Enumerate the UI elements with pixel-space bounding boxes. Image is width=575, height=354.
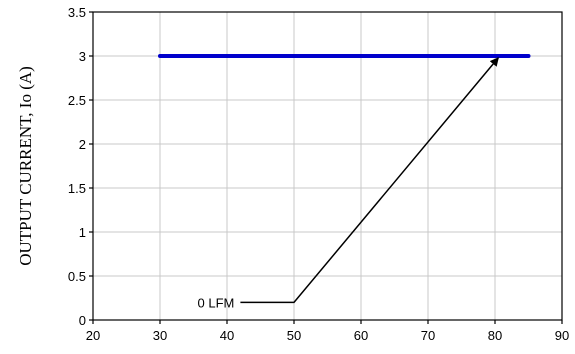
x-tick-label: 60 (354, 328, 368, 343)
x-tick-label: 50 (287, 328, 301, 343)
x-tick-label: 90 (555, 328, 569, 343)
annotation-arrow (240, 57, 499, 304)
y-tick-label: 2.5 (68, 93, 86, 108)
axis-layer: 20 30 40 50 60 70 80 90 0 0.5 1 1.5 2 2.5 3 3.5 (68, 5, 569, 343)
x-tick-label: 70 (421, 328, 435, 343)
x-tick-label: 20 (86, 328, 100, 343)
annotation-layer: 0 LFM (198, 57, 499, 310)
y-tick-label: 1.5 (68, 181, 86, 196)
x-tick-label: 80 (488, 328, 502, 343)
y-tick-label: 0.5 (68, 269, 86, 284)
y-tick-label: 3.5 (68, 5, 86, 20)
x-tick-label: 40 (220, 328, 234, 343)
y-axis-label: OUTPUT CURRENT, Io (A) (16, 66, 35, 266)
plot-frame (92, 11, 563, 321)
x-tick-label: 30 (153, 328, 167, 343)
y-tick-label: 0 (79, 313, 86, 328)
grid-layer (93, 12, 562, 320)
y-tick-label: 2 (79, 137, 86, 152)
annotation-label: 0 LFM (198, 295, 235, 310)
y-tick-label: 3 (79, 49, 86, 64)
y-tick-label: 1 (79, 225, 86, 240)
